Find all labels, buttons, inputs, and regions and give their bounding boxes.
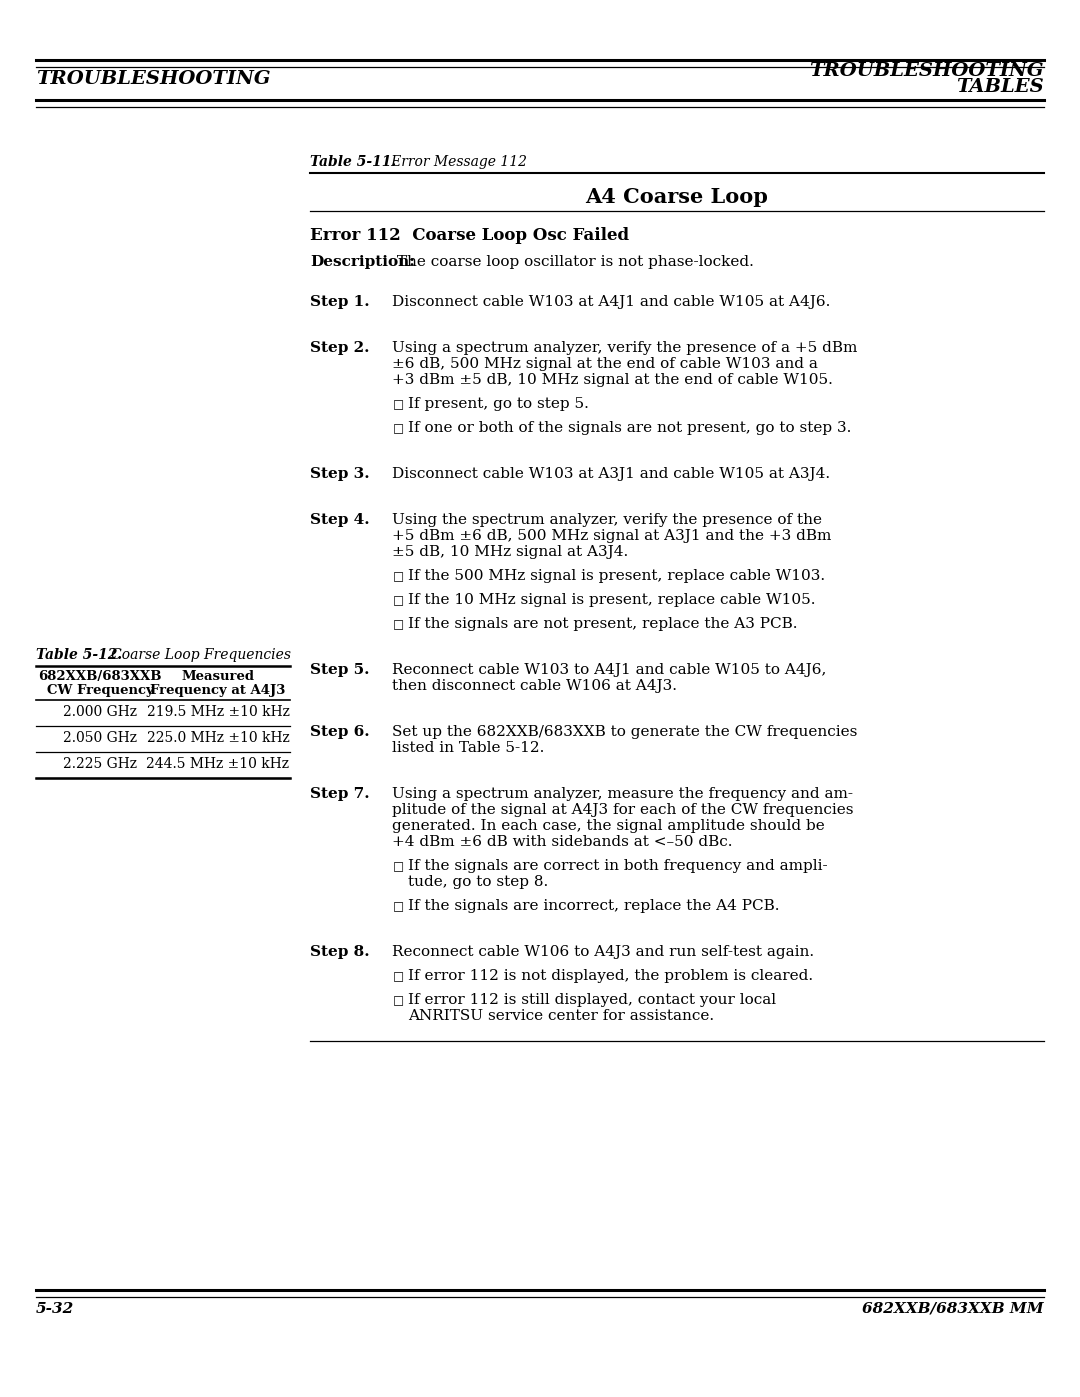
Text: Description:: Description: bbox=[310, 256, 415, 270]
Text: 2.050 GHz: 2.050 GHz bbox=[63, 731, 137, 745]
Text: ±6 dB, 500 MHz signal at the end of cable W103 and a: ±6 dB, 500 MHz signal at the end of cabl… bbox=[392, 358, 818, 372]
Text: If error 112 is not displayed, the problem is cleared.: If error 112 is not displayed, the probl… bbox=[408, 970, 813, 983]
Text: Step 8.: Step 8. bbox=[310, 944, 369, 958]
Text: Step 3.: Step 3. bbox=[310, 467, 369, 481]
Text: Reconnect cable W106 to A4J3 and run self-test again.: Reconnect cable W106 to A4J3 and run sel… bbox=[392, 944, 814, 958]
Text: □: □ bbox=[393, 970, 404, 983]
Text: □: □ bbox=[393, 900, 404, 914]
Text: Step 1.: Step 1. bbox=[310, 295, 369, 309]
Text: Using a spectrum analyzer, verify the presence of a +5 dBm: Using a spectrum analyzer, verify the pr… bbox=[392, 341, 858, 355]
Text: Set up the 682XXB/683XXB to generate the CW frequencies: Set up the 682XXB/683XXB to generate the… bbox=[392, 725, 858, 739]
Text: □: □ bbox=[393, 617, 404, 631]
Text: CW Frequency: CW Frequency bbox=[46, 685, 153, 697]
Text: Step 7.: Step 7. bbox=[310, 787, 369, 800]
Text: TROUBLESHOOTING: TROUBLESHOOTING bbox=[36, 70, 270, 88]
Text: 682XXB/683XXB: 682XXB/683XXB bbox=[38, 671, 162, 683]
Text: If present, go to step 5.: If present, go to step 5. bbox=[408, 397, 589, 411]
Text: 244.5 MHz ±10 kHz: 244.5 MHz ±10 kHz bbox=[147, 757, 289, 771]
Text: ±5 dB, 10 MHz signal at A3J4.: ±5 dB, 10 MHz signal at A3J4. bbox=[392, 545, 629, 559]
Text: Coarse Loop Frequencies: Coarse Loop Frequencies bbox=[98, 648, 291, 662]
Text: A4 Coarse Loop: A4 Coarse Loop bbox=[585, 187, 769, 207]
Text: Reconnect cable W103 to A4J1 and cable W105 to A4J6,: Reconnect cable W103 to A4J1 and cable W… bbox=[392, 664, 826, 678]
Text: Step 4.: Step 4. bbox=[310, 513, 369, 527]
Text: 5-32: 5-32 bbox=[36, 1302, 75, 1316]
Text: Step 2.: Step 2. bbox=[310, 341, 369, 355]
Text: Step 5.: Step 5. bbox=[310, 664, 369, 678]
Text: 2.000 GHz: 2.000 GHz bbox=[63, 705, 137, 719]
Text: 219.5 MHz ±10 kHz: 219.5 MHz ±10 kHz bbox=[147, 705, 289, 719]
Text: If the signals are not present, replace the A3 PCB.: If the signals are not present, replace … bbox=[408, 617, 797, 631]
Text: If the 500 MHz signal is present, replace cable W103.: If the 500 MHz signal is present, replac… bbox=[408, 569, 825, 583]
Text: TROUBLESHOOTING: TROUBLESHOOTING bbox=[810, 61, 1044, 80]
Text: Frequency at A4J3: Frequency at A4J3 bbox=[150, 685, 286, 697]
Text: If the signals are incorrect, replace the A4 PCB.: If the signals are incorrect, replace th… bbox=[408, 900, 780, 914]
Text: Step 6.: Step 6. bbox=[310, 725, 369, 739]
Text: □: □ bbox=[393, 422, 404, 434]
Text: Error 112  Coarse Loop Osc Failed: Error 112 Coarse Loop Osc Failed bbox=[310, 226, 630, 244]
Text: Measured: Measured bbox=[181, 671, 255, 683]
Text: +4 dBm ±6 dB with sidebands at <–50 dBc.: +4 dBm ±6 dB with sidebands at <–50 dBc. bbox=[392, 835, 732, 849]
Text: then disconnect cable W106 at A4J3.: then disconnect cable W106 at A4J3. bbox=[392, 679, 677, 693]
Text: If error 112 is still displayed, contact your local: If error 112 is still displayed, contact… bbox=[408, 993, 777, 1007]
Text: generated. In each case, the signal amplitude should be: generated. In each case, the signal ampl… bbox=[392, 819, 825, 833]
Text: +3 dBm ±5 dB, 10 MHz signal at the end of cable W105.: +3 dBm ±5 dB, 10 MHz signal at the end o… bbox=[392, 373, 833, 387]
Text: If one or both of the signals are not present, go to step 3.: If one or both of the signals are not pr… bbox=[408, 420, 851, 434]
Text: The coarse loop oscillator is not phase-locked.: The coarse loop oscillator is not phase-… bbox=[392, 256, 754, 270]
Text: listed in Table 5-12.: listed in Table 5-12. bbox=[392, 740, 544, 754]
Text: +5 dBm ±6 dB, 500 MHz signal at A3J1 and the +3 dBm: +5 dBm ±6 dB, 500 MHz signal at A3J1 and… bbox=[392, 529, 832, 543]
Text: □: □ bbox=[393, 570, 404, 583]
Text: 2.225 GHz: 2.225 GHz bbox=[63, 757, 137, 771]
Text: plitude of the signal at A4J3 for each of the CW frequencies: plitude of the signal at A4J3 for each o… bbox=[392, 803, 853, 817]
Text: 682XXB/683XXB MM: 682XXB/683XXB MM bbox=[862, 1302, 1044, 1316]
Text: □: □ bbox=[393, 398, 404, 411]
Text: Using the spectrum analyzer, verify the presence of the: Using the spectrum analyzer, verify the … bbox=[392, 513, 822, 527]
Text: □: □ bbox=[393, 995, 404, 1007]
Text: □: □ bbox=[393, 861, 404, 873]
Text: Error Message 112: Error Message 112 bbox=[378, 155, 527, 169]
Text: □: □ bbox=[393, 594, 404, 608]
Text: Table 5-11.: Table 5-11. bbox=[310, 155, 396, 169]
Text: Disconnect cable W103 at A3J1 and cable W105 at A3J4.: Disconnect cable W103 at A3J1 and cable … bbox=[392, 467, 831, 481]
Text: Disconnect cable W103 at A4J1 and cable W105 at A4J6.: Disconnect cable W103 at A4J1 and cable … bbox=[392, 295, 831, 309]
Text: TABLES: TABLES bbox=[956, 78, 1044, 96]
Text: ANRITSU service center for assistance.: ANRITSU service center for assistance. bbox=[408, 1009, 714, 1023]
Text: 225.0 MHz ±10 kHz: 225.0 MHz ±10 kHz bbox=[147, 731, 289, 745]
Text: If the 10 MHz signal is present, replace cable W105.: If the 10 MHz signal is present, replace… bbox=[408, 592, 815, 608]
Text: tude, go to step 8.: tude, go to step 8. bbox=[408, 875, 549, 888]
Text: Table 5-12.: Table 5-12. bbox=[36, 648, 122, 662]
Text: If the signals are correct in both frequency and ampli-: If the signals are correct in both frequ… bbox=[408, 859, 827, 873]
Text: Using a spectrum analyzer, measure the frequency and am-: Using a spectrum analyzer, measure the f… bbox=[392, 787, 853, 800]
